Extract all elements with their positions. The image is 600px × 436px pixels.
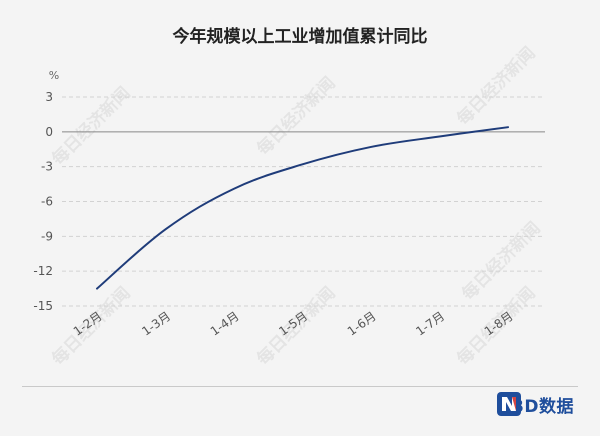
watermark-text: 每日经济新闻 xyxy=(253,73,340,160)
nbd-logo-icon xyxy=(497,392,522,416)
x-tick-label: 1-3月 xyxy=(139,309,173,339)
brand: NBD数据 xyxy=(496,391,574,417)
y-tick-label: 0 xyxy=(45,125,53,139)
chart-title: 今年规模以上工业增加值累计同比 xyxy=(172,27,428,47)
line-chart: 每日经济新闻 每日经济新闻 每日经济新闻每日经济新闻每日经济新闻每日经济新闻每日经济… xyxy=(33,43,545,370)
y-tick-label: -15 xyxy=(33,299,53,313)
y-unit-label: % xyxy=(49,69,59,82)
watermark-text: 每日经济新闻 xyxy=(48,83,135,170)
footer-divider xyxy=(22,386,578,387)
y-axis: 3 0 -3 -6 -9 -12 -15 xyxy=(33,90,53,313)
x-tick-label: 1-6月 xyxy=(345,309,379,339)
x-tick-label: 1-7月 xyxy=(413,309,447,339)
gridlines xyxy=(62,96,545,307)
y-tick-label: -9 xyxy=(41,229,53,243)
series-line xyxy=(96,126,509,290)
x-tick-label: 1-4月 xyxy=(208,309,242,339)
y-tick-label: -6 xyxy=(41,195,53,209)
y-tick-label: -12 xyxy=(33,264,53,278)
y-tick-label: -3 xyxy=(41,160,53,174)
series xyxy=(96,126,509,290)
y-tick-label: 3 xyxy=(45,90,53,104)
watermark-text: 每日经济新闻 xyxy=(453,43,540,130)
